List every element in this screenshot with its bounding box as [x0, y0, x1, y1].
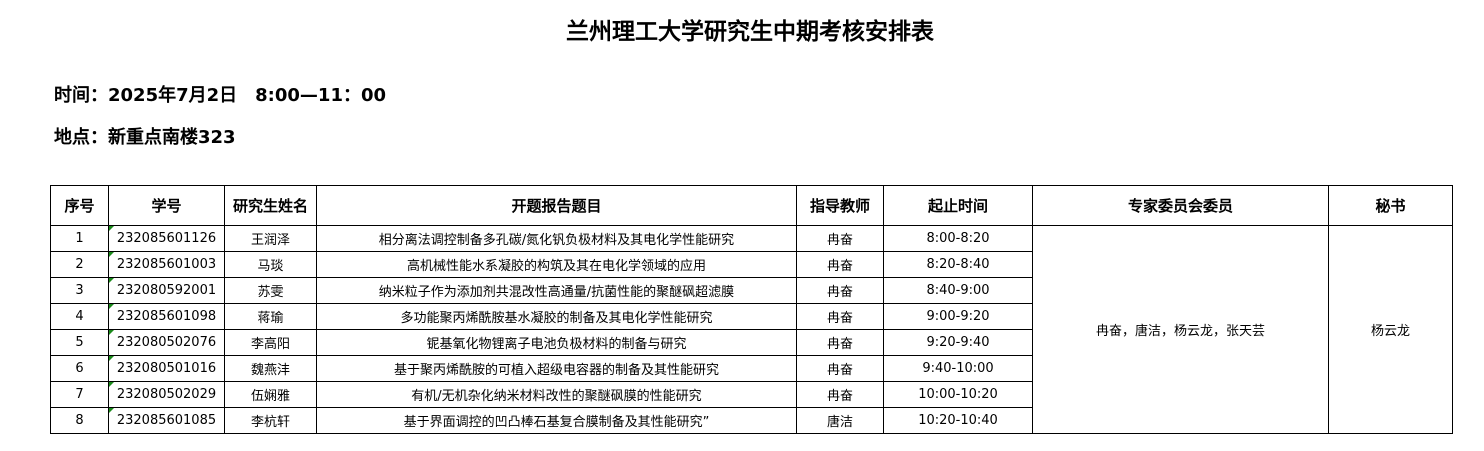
cell-time-slot[interactable]: 9:40-10:00 [883, 355, 1033, 382]
cell-advisor[interactable]: 冉奋 [796, 225, 884, 252]
header-index: 序号 [50, 185, 109, 226]
cell-student-name[interactable]: 蒋瑜 [224, 303, 317, 330]
cell-thesis-title[interactable]: 相分离法调控制备多孔碳/氮化钒负极材料及其电化学性能研究 [316, 225, 797, 252]
header-thesis-title: 开题报告题目 [316, 185, 797, 226]
cell-student-name[interactable]: 马琰 [224, 251, 317, 278]
table-row: 4 232085601098 蒋瑜 多功能聚丙烯酰胺基水凝胶的制备及其电化学性能研究冉… [50, 303, 1453, 330]
cell-student-name[interactable]: 苏雯 [224, 277, 317, 304]
header-committee: 专家委员会委员 [1032, 185, 1329, 226]
cell-index[interactable]: 7 [50, 381, 109, 408]
cell-index[interactable]: 5 [50, 329, 109, 356]
cell-student-id[interactable]: 232085601085 [108, 407, 225, 434]
cell-advisor[interactable]: 冉奋 [796, 277, 884, 304]
cell-index[interactable]: 3 [50, 277, 109, 304]
cell-time-slot[interactable]: 8:00-8:20 [883, 225, 1033, 252]
header-secretary: 秘书 [1328, 185, 1453, 226]
cell-advisor[interactable]: 冉奋 [796, 329, 884, 356]
cell-student-id[interactable]: 232085601126 [108, 225, 225, 252]
table-row: 8 232085601085 李杭轩 基于界面调控的凹凸棒石基复合膜制备及其性能研究”… [50, 407, 1453, 434]
cell-advisor[interactable]: 冉奋 [796, 303, 884, 330]
cell-index[interactable]: 6 [50, 355, 109, 382]
cell-student-name[interactable]: 李杭轩 [224, 407, 317, 434]
cell-student-name[interactable]: 王润泽 [224, 225, 317, 252]
cell-index[interactable]: 8 [50, 407, 109, 434]
cell-student-id[interactable]: 232080501016 [108, 355, 225, 382]
table-row: 2 232085601003 马琰 高机械性能水系凝胶的构筑及其在电化学领域的应用 冉奋… [50, 251, 1453, 278]
cell-time-slot[interactable]: 8:20-8:40 [883, 251, 1033, 278]
cell-student-id[interactable]: 232085601098 [108, 303, 225, 330]
cell-thesis-title[interactable]: 基于聚丙烯酰胺的可植入超级电容器的制备及其性能研究 [316, 355, 797, 382]
cell-time-slot[interactable]: 10:20-10:40 [883, 407, 1033, 434]
header-student-name: 研究生姓名 [224, 185, 317, 226]
table-row: 3 232080592001 苏雯 纳米粒子作为添加剂共混改性高通量/抗菌性能的聚醚砜… [50, 277, 1453, 304]
cell-student-name[interactable]: 魏燕沣 [224, 355, 317, 382]
cell-committee[interactable]: 冉奋，唐洁，杨云龙，张天芸 [1032, 225, 1329, 434]
cell-time-slot[interactable]: 8:40-9:00 [883, 277, 1033, 304]
cell-advisor[interactable]: 冉奋 [796, 381, 884, 408]
cell-thesis-title[interactable]: 有机/无机杂化纳米材料改性的聚醚砜膜的性能研究 [316, 381, 797, 408]
cell-student-id[interactable]: 232080592001 [108, 277, 225, 304]
cell-secretary[interactable]: 杨云龙 [1328, 225, 1453, 434]
cell-index[interactable]: 2 [50, 251, 109, 278]
cell-student-id[interactable]: 232085601003 [108, 251, 225, 278]
cell-time-slot[interactable]: 9:00-9:20 [883, 303, 1033, 330]
cell-time-slot[interactable]: 10:00-10:20 [883, 381, 1033, 408]
table-row: 6 232080501016 魏燕沣 基于聚丙烯酰胺的可植入超级电容器的制备及其性能研… [50, 355, 1453, 382]
table-row: 5 232080502076 李高阳 铌基氧化物锂离子电池负极材料的制备与研究 冉奋 9:… [50, 329, 1453, 356]
cell-student-name[interactable]: 伍娴雅 [224, 381, 317, 408]
header-time-slot: 起止时间 [883, 185, 1033, 226]
cell-advisor[interactable]: 冉奋 [796, 251, 884, 278]
page-title: 兰州理工大学研究生中期考核安排表 [566, 19, 934, 45]
cell-index[interactable]: 4 [50, 303, 109, 330]
cell-advisor[interactable]: 唐洁 [796, 407, 884, 434]
cell-thesis-title[interactable]: 铌基氧化物锂离子电池负极材料的制备与研究 [316, 329, 797, 356]
cell-thesis-title[interactable]: 多功能聚丙烯酰胺基水凝胶的制备及其电化学性能研究 [316, 303, 797, 330]
time-info: 时间：2025年7月2日 8:00—11：00 [54, 85, 387, 106]
location-info: 地点：新重点南楼323 [54, 127, 236, 148]
cell-time-slot[interactable]: 9:20-9:40 [883, 329, 1033, 356]
header-student-id: 学号 [108, 185, 225, 226]
cell-advisor[interactable]: 冉奋 [796, 355, 884, 382]
cell-thesis-title[interactable]: 纳米粒子作为添加剂共混改性高通量/抗菌性能的聚醚砜超滤膜 [316, 277, 797, 304]
table-row: 1 232085601126 王润泽 相分离法调控制备多孔碳/氮化钒负极材料及其电化学… [50, 225, 1453, 434]
cell-student-id[interactable]: 232080502076 [108, 329, 225, 356]
cell-student-name[interactable]: 李高阳 [224, 329, 317, 356]
cell-student-id[interactable]: 232080502029 [108, 381, 225, 408]
cell-thesis-title[interactable]: 高机械性能水系凝胶的构筑及其在电化学领域的应用 [316, 251, 797, 278]
cell-thesis-title[interactable]: 基于界面调控的凹凸棒石基复合膜制备及其性能研究” [316, 407, 797, 434]
header-advisor: 指导教师 [796, 185, 884, 226]
cell-index[interactable]: 1 [50, 225, 109, 252]
schedule-table: 序号 学号 研究生姓名 开题报告题目 指导教师 起止时间 专家委员会委员 秘书 1 232085… [50, 185, 1453, 434]
header-row: 序号 学号 研究生姓名 开题报告题目 指导教师 起止时间 专家委员会委员 秘书 [50, 185, 1453, 226]
